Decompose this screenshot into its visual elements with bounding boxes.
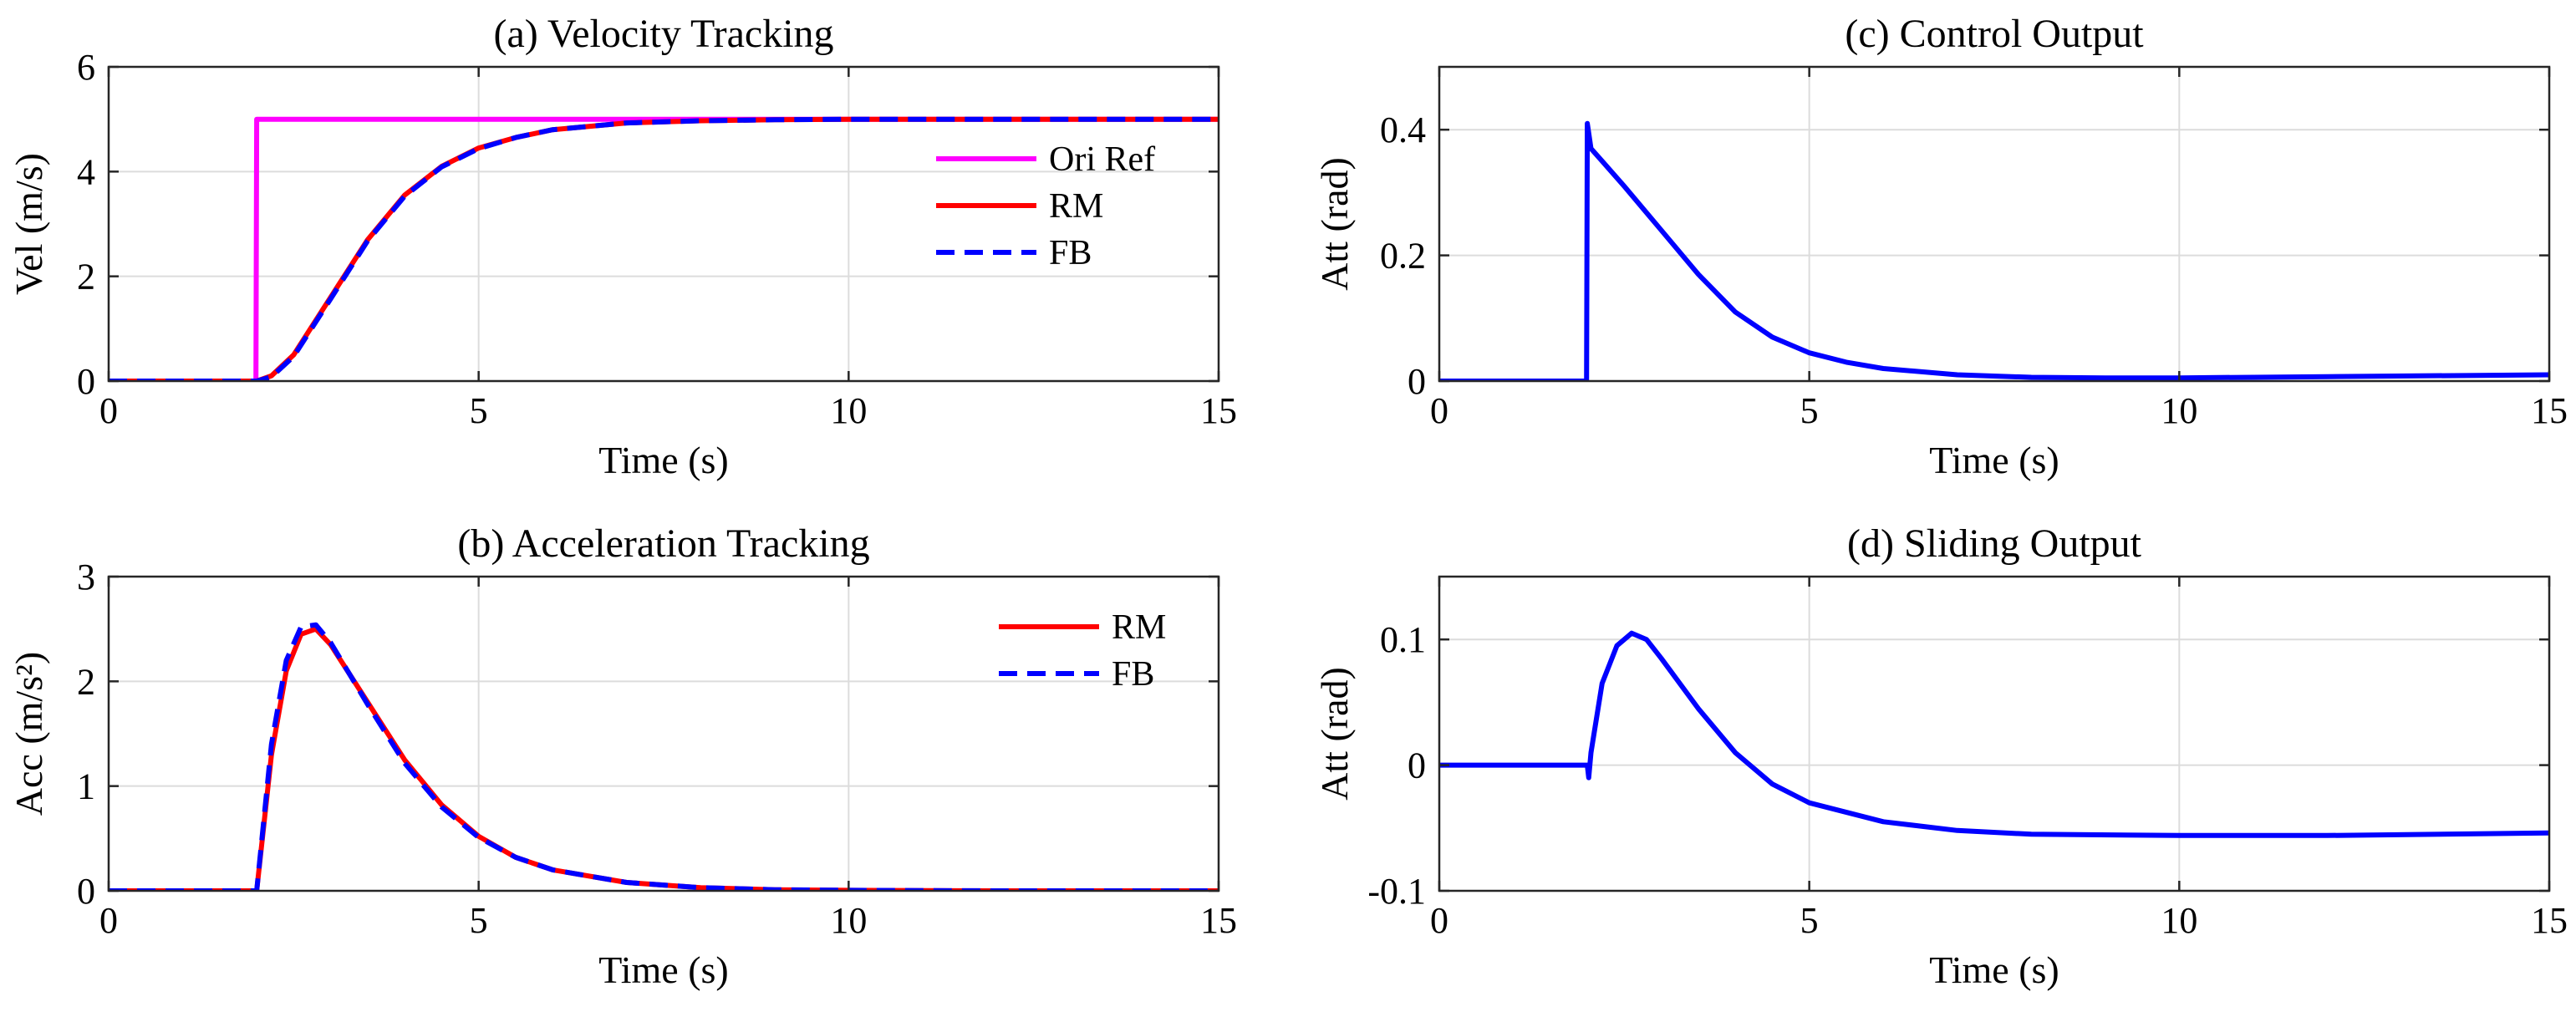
series-group [1439,120,2549,381]
plot-area [1439,67,2549,381]
chart-title: (c) Control Output [1845,12,2144,56]
legend: RM FB [999,608,1166,694]
legend-label: FB [1049,234,1092,272]
series-line-control [1439,120,2549,381]
legend: Ori Ref RM FB [936,140,1155,272]
x-tick-label: 5 [470,390,488,431]
y-tick-label: -0.1 [1367,871,1426,912]
series-line-fb [109,622,1219,891]
x-tick-label: 10 [830,390,867,431]
x-axis-label: Time (s) [598,948,729,991]
y-axis-label: Att (rad) [1313,667,1356,801]
series-group [1439,630,2549,838]
legend-label: Ori Ref [1049,140,1155,179]
y-tick-label: 0 [1408,745,1426,786]
y-axis-label: Acc (m/s²) [8,652,50,816]
x-tick-label: 0 [1430,390,1448,431]
series-group [109,622,1219,891]
x-tick-label: 10 [830,900,867,941]
axes-frame [1438,65,2551,383]
x-tick-label: 5 [1800,900,1819,941]
chart-title: (a) Velocity Tracking [493,12,833,56]
x-tick-label: 10 [2161,390,2197,431]
y-tick-label: 0.1 [1380,619,1426,660]
x-tick-label: 10 [2161,900,2197,941]
axes-frame [107,65,1220,383]
y-tick-label: 2 [77,257,95,297]
legend-label: RM [1112,608,1166,647]
x-axis-label: Time (s) [1929,948,2059,991]
series-line-fb [109,116,1219,381]
axes-frame [1438,575,2551,892]
chart-panel-c: 0 5 10 15 0 0.2 0.4 (c) Control Output Time (s) A… [1313,12,2568,481]
x-tick-label: 0 [99,900,118,941]
x-axis-label: Time (s) [598,439,729,481]
axes-frame [107,575,1220,892]
x-tick-label: 5 [1800,390,1819,431]
y-tick-label: 0.4 [1380,109,1426,150]
x-tick-label: 15 [2531,900,2568,941]
y-tick-label: 6 [77,47,95,88]
y-tick-label: 0 [77,361,95,402]
x-tick-label: 5 [470,900,488,941]
x-tick-label: 0 [99,390,118,431]
x-tick-label: 15 [1200,900,1237,941]
legend-label: FB [1112,655,1154,694]
x-tick-label: 15 [2531,390,2568,431]
y-tick-label: 0 [77,871,95,912]
chart-panel-b: 0 5 10 15 0 1 2 3 (b) Acceleration Tracking Time … [8,521,1237,991]
x-tick-label: 0 [1430,900,1448,941]
series-line-sliding [1439,630,2549,838]
y-tick-label: 0 [1408,361,1426,402]
y-axis-label: Vel (m/s) [8,153,50,295]
x-axis-label: Time (s) [1929,439,2059,481]
y-tick-label: 3 [77,557,95,597]
chart-title: (b) Acceleration Tracking [457,521,869,566]
legend-label: RM [1049,187,1103,226]
series-group [109,116,1219,381]
y-tick-label: 4 [77,151,95,192]
y-tick-label: 0.2 [1380,236,1426,277]
chart-panel-a: 0 5 10 15 0 2 4 6 (a) Velocity Tracking Time (s) V… [8,12,1237,481]
y-tick-label: 1 [77,766,95,807]
x-tick-label: 15 [1200,390,1237,431]
y-axis-label: Att (rad) [1313,157,1356,291]
chart-title: (d) Sliding Output [1847,521,2142,566]
plot-area [1439,577,2549,891]
y-tick-label: 2 [77,661,95,702]
